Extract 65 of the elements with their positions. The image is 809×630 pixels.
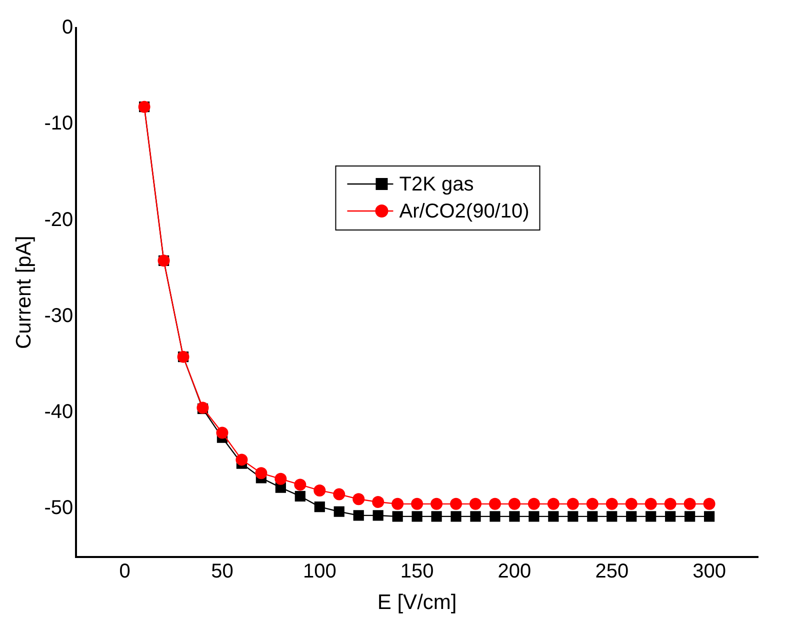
point [470, 498, 482, 510]
point [372, 496, 384, 508]
point [392, 498, 404, 510]
y-tick-label: 0 [62, 16, 74, 39]
point [665, 511, 676, 522]
point [644, 498, 657, 510]
point [528, 498, 540, 510]
x-tick-label: 100 [302, 560, 336, 582]
point [450, 511, 462, 522]
x-tick-label: 150 [400, 560, 434, 582]
point [314, 484, 326, 496]
point [568, 511, 578, 522]
point [606, 511, 618, 522]
point [488, 498, 501, 510]
point [664, 498, 676, 510]
point [412, 511, 422, 522]
y-tick-label: -50 [44, 497, 74, 520]
point [528, 511, 540, 522]
point [606, 498, 618, 510]
x-tick-label: 200 [498, 560, 532, 582]
point [547, 498, 560, 510]
point [274, 472, 287, 485]
point [334, 506, 344, 517]
point [333, 488, 346, 500]
point [352, 493, 365, 506]
point [294, 478, 306, 491]
point [236, 454, 248, 466]
x-tick-label: 0 [119, 560, 130, 582]
point [430, 498, 443, 510]
point [294, 490, 306, 502]
point [586, 498, 598, 510]
point [548, 511, 559, 522]
point [392, 511, 403, 522]
point [353, 510, 364, 521]
point [704, 511, 715, 522]
y-tick-label: -10 [44, 112, 74, 135]
point [470, 511, 481, 522]
point [626, 511, 637, 522]
x-axis-title: E [V/cm] [377, 591, 457, 614]
point [646, 511, 656, 522]
point [684, 511, 696, 522]
point [587, 511, 598, 522]
point [508, 498, 520, 510]
y-tick-label: -20 [44, 208, 74, 231]
legend-label: Ar/CO2(90/10) [399, 200, 530, 223]
point [450, 498, 462, 510]
point [703, 498, 716, 510]
legend-label: T2K gas [399, 174, 474, 196]
x-tick-label: 250 [595, 560, 629, 582]
x-tick-label: 300 [692, 560, 726, 582]
point [509, 511, 520, 522]
point [431, 511, 442, 522]
point [255, 467, 268, 480]
y-axis-title: Current [pA] [12, 236, 36, 350]
y-tick-label: -40 [44, 401, 74, 424]
x-tick-label: 50 [211, 560, 234, 582]
point [566, 498, 579, 510]
y-tick-label: -30 [44, 304, 74, 327]
point [625, 498, 638, 510]
point [216, 426, 228, 439]
point [684, 498, 696, 510]
point [314, 502, 325, 512]
point [372, 510, 384, 521]
point [490, 511, 500, 522]
point [411, 498, 424, 510]
